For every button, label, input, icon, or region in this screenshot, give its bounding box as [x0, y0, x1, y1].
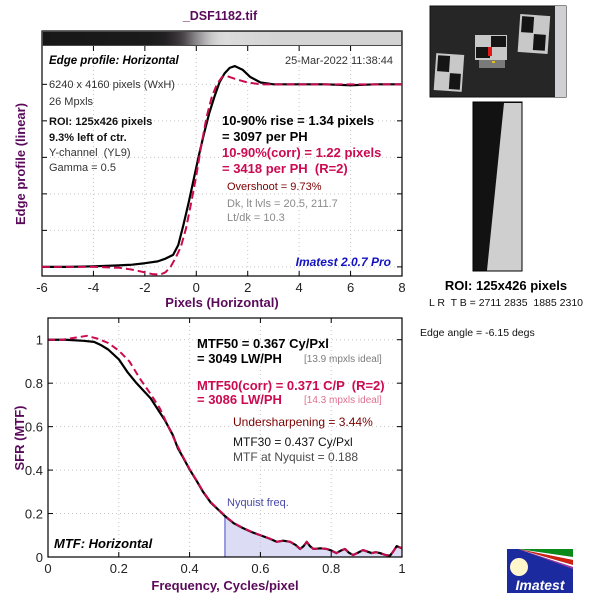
x-tick-label: 0.6: [251, 561, 269, 576]
rise-corr-value: 10-90%(corr) = 1.22 pixels: [222, 145, 381, 160]
mtf-plot-area: 0 0.2 0.4 0.6 0.8 1 0 0.2 0.4 0.6 0.8 1: [25, 318, 406, 576]
y-tick-label: 1: [36, 333, 43, 348]
x-tick-label: -4: [88, 280, 100, 295]
imatest-logo: Imatest: [507, 549, 573, 593]
x-tick-label: 0.8: [322, 561, 340, 576]
logo-text: Imatest: [515, 577, 565, 593]
x-tick-label: 4: [296, 280, 303, 295]
x-tick-label: 6: [347, 280, 354, 295]
y-tick-label: 0.2: [25, 507, 43, 522]
logo-stripe-purple: [518, 549, 573, 569]
corrected-curve: [42, 75, 402, 276]
x-tick-label: -2: [139, 280, 151, 295]
target-dark: [532, 33, 546, 51]
x-tick-label: 1: [398, 561, 405, 576]
mtf-x-axis-label: Frequency, Cycles/pixel: [151, 578, 298, 593]
rise-corr-per-ph: = 3418 per PH (R=2): [222, 161, 348, 176]
edge-angle: Edge angle = -6.15 degs: [420, 327, 535, 339]
image-thumbnail: [429, 5, 567, 98]
levels: Dk, lt lvls = 20.5, 211.7: [227, 198, 338, 210]
color-patch: [492, 61, 495, 63]
rise-per-ph: = 3097 per PH: [222, 129, 308, 144]
nyquist-shaded-area: [225, 516, 402, 557]
mtf30-value: MTF30 = 0.437 Cy/Pxl: [233, 435, 353, 449]
target-dark: [476, 47, 490, 58]
version-label: Imatest 2.0.7 Pro: [296, 255, 391, 269]
roi-size: ROI: 125x426 pixels: [49, 116, 152, 128]
color-strip: [479, 60, 505, 68]
light-dark-ratio: Lt/dk = 10.3: [227, 212, 285, 224]
y-tick-label: 0.6: [25, 420, 43, 435]
roi-light-side: [487, 103, 522, 271]
overshoot: Overshoot = 9.73%: [227, 181, 322, 193]
x-tick-label: 0.2: [110, 561, 128, 576]
megapixels: 26 Mpxls: [49, 96, 94, 108]
mtf-y-axis-label: SFR (MTF): [12, 406, 27, 471]
x-tick-label: 8: [398, 280, 405, 295]
mtf-plot-frame: [47, 317, 403, 558]
timestamp: 25-Mar-2022 11:38:44: [285, 55, 393, 67]
mtf-chart: 0 0.2 0.4 0.6 0.8 1 0 0.2 0.4 0.6 0.8 1 MTF50 = 0.3…: [12, 317, 406, 593]
center-chart-target: [475, 35, 507, 68]
edge-gradient-strip: [42, 31, 402, 46]
corrected-curve: [48, 334, 403, 557]
image-size: 6240 x 4160 pixels (WxH): [49, 79, 175, 91]
x-tick-label: 2: [244, 280, 251, 295]
target-dark: [437, 55, 451, 72]
y-tick-label: 0.8: [25, 376, 43, 391]
edge-y-axis-label: Edge profile (linear): [13, 103, 28, 225]
roi-highlight: [488, 47, 492, 56]
mtf50-ideal: [13.9 mpxls ideal]: [304, 354, 382, 365]
roi-title: ROI: 125x426 pixels: [445, 278, 567, 293]
mtf50-value: MTF50 = 0.367 Cy/Pxl: [197, 336, 329, 351]
report-title: _DSF1182.tif: [182, 9, 258, 23]
edge-plot-area: -6 -4 -2 0 2 4 6 8: [36, 46, 406, 295]
left-chart-target: [433, 53, 465, 92]
gamma: Gamma = 0.5: [49, 162, 116, 174]
mtf-panel-heading: MTF: Horizontal: [54, 536, 153, 551]
x-tick-label: 0.4: [181, 561, 199, 576]
target-dark: [521, 16, 535, 33]
roi-coordinates: L R T B = 2711 2835 1885 2310: [429, 297, 583, 309]
channel: Y-channel (YL9): [49, 147, 131, 159]
roi-position: 9.3% left of ctr.: [49, 132, 127, 144]
edge-x-axis-label: Pixels (Horizontal): [165, 295, 278, 310]
x-tick-label: 0: [193, 280, 200, 295]
target-dark: [491, 36, 506, 47]
roi-crop-image: [472, 101, 523, 272]
mtf50-corr-ideal: [14.3 mpxls ideal]: [304, 395, 382, 406]
x-tick-label: -6: [36, 280, 48, 295]
x-tick-label: 0: [44, 561, 51, 576]
undersharpening: Undersharpening = 3.44%: [233, 415, 373, 429]
mtf50-corr-value: MTF50(corr) = 0.371 C/P (R=2): [197, 378, 385, 393]
edge-panel-heading: Edge profile: Horizontal: [49, 55, 180, 67]
target-dark: [448, 73, 461, 90]
rise-value: 10-90% rise = 1.34 pixels: [222, 113, 374, 128]
mtf50-corr-lwph: = 3086 LW/PH: [197, 392, 282, 407]
right-chart-target: [517, 13, 551, 54]
logo-sun-icon: [510, 558, 528, 576]
mtf50-lwph: = 3049 LW/PH: [197, 351, 282, 366]
edge-profile-chart: -6 -4 -2 0 2 4 6 8 Edge profile: Horizontal 25-…: [13, 30, 406, 310]
y-tick-label: 0: [36, 550, 43, 565]
mtf-at-nyquist: MTF at Nyquist = 0.188: [233, 450, 358, 464]
nyquist-label: Nyquist freq.: [227, 497, 289, 509]
thumbnail-edge-strip: [555, 6, 566, 97]
y-tick-label: 0.4: [25, 463, 43, 478]
